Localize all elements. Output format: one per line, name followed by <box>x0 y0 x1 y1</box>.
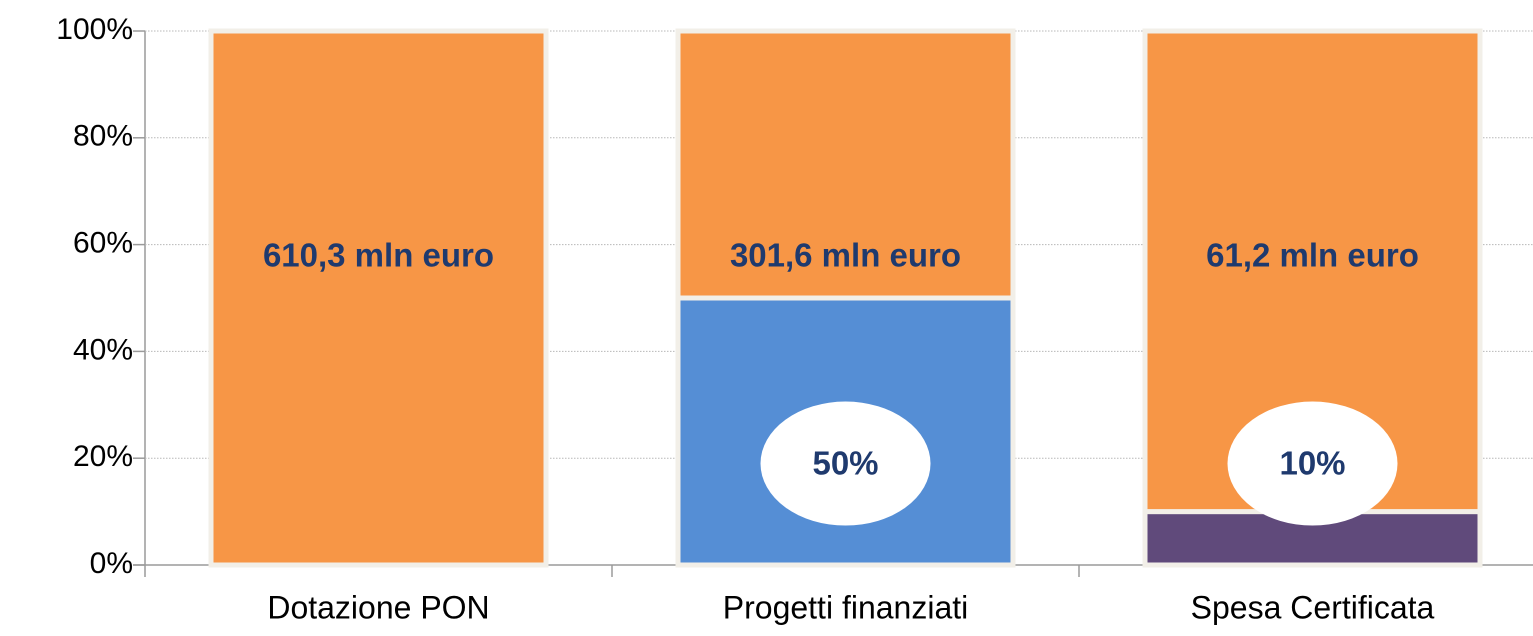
x-tick-label: Dotazione PON <box>267 589 489 625</box>
y-tick-label: 40% <box>73 333 133 366</box>
y-tick-label: 0% <box>90 547 133 580</box>
y-tick-label: 20% <box>73 440 133 473</box>
annotation: 61,2 mln euro <box>1206 237 1419 274</box>
annotation: 301,6 mln euro <box>730 237 961 274</box>
label-bubble <box>760 401 931 526</box>
bar-segment <box>208 28 549 568</box>
bar-segment <box>675 28 1016 301</box>
x-tick-label: Spesa Certificata <box>1191 589 1435 625</box>
x-tick-label: Progetti finanziati <box>723 589 968 625</box>
y-tick-label: 60% <box>73 227 133 260</box>
data-label: 50% <box>812 444 878 481</box>
y-tick-label: 100% <box>56 13 133 46</box>
y-tick-label: 80% <box>73 120 133 153</box>
annotation: 610,3 mln euro <box>263 237 494 274</box>
data-label: 10% <box>1279 444 1345 481</box>
label-bubble <box>1227 401 1398 526</box>
